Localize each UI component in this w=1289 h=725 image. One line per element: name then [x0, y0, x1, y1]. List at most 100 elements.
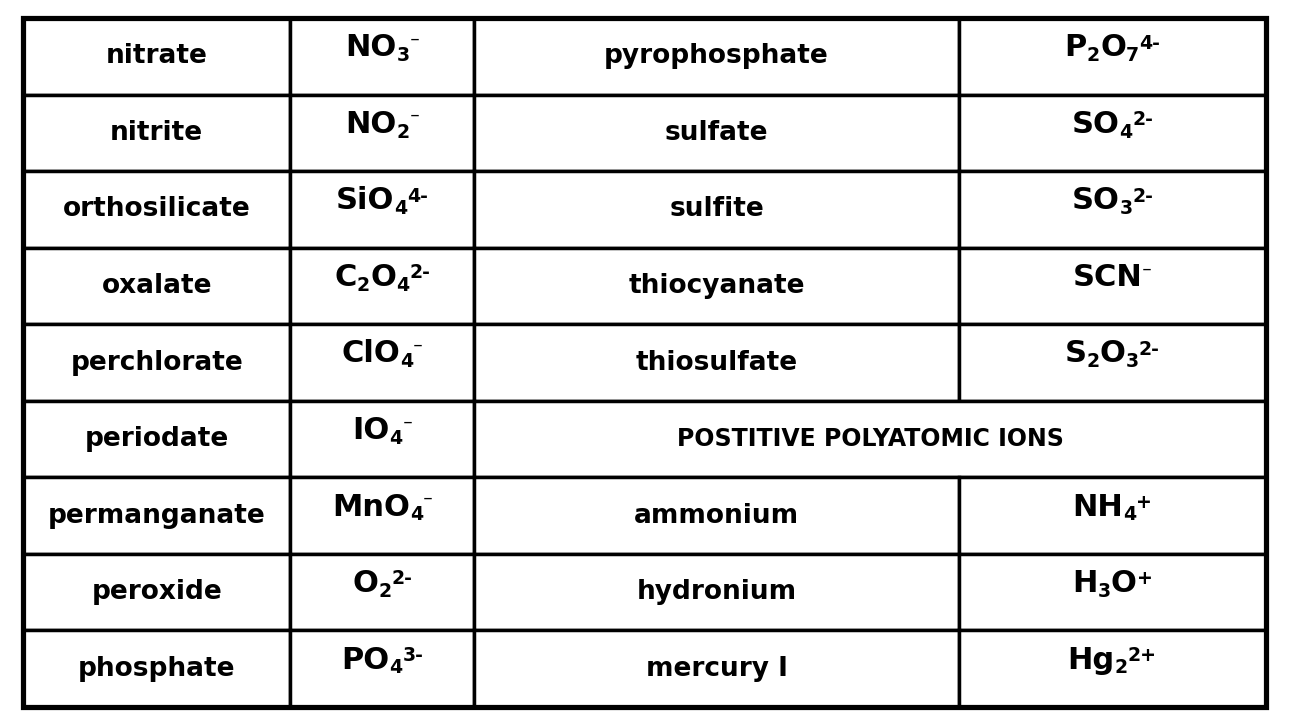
Text: ⁻: ⁻ — [402, 416, 412, 435]
Bar — [474, 18, 959, 95]
Text: PO: PO — [342, 645, 389, 674]
Text: peroxide: peroxide — [92, 579, 222, 605]
Text: 2+: 2+ — [1128, 646, 1158, 665]
Text: 4: 4 — [1119, 123, 1133, 141]
Bar — [959, 630, 1266, 707]
Text: nitrite: nitrite — [111, 120, 204, 146]
Text: ⁻: ⁻ — [423, 493, 433, 512]
Text: ⁻: ⁻ — [410, 110, 419, 129]
Text: 2: 2 — [397, 123, 410, 141]
Bar — [474, 554, 959, 630]
Bar — [23, 171, 290, 248]
Text: ⁻: ⁻ — [410, 33, 419, 53]
Text: 4-: 4- — [407, 187, 428, 206]
Text: 3: 3 — [1125, 352, 1139, 371]
Text: 4: 4 — [389, 658, 402, 677]
Bar — [23, 630, 290, 707]
Bar — [474, 95, 959, 171]
Text: 2-: 2- — [1133, 110, 1154, 129]
Text: 2-: 2- — [409, 263, 431, 282]
Text: S: S — [1065, 339, 1087, 368]
Text: SCN: SCN — [1072, 263, 1142, 292]
Text: MnO: MnO — [331, 492, 410, 521]
Bar — [290, 95, 474, 171]
Text: 2: 2 — [1087, 46, 1100, 65]
Text: NH: NH — [1072, 492, 1123, 521]
Text: 3: 3 — [397, 46, 410, 65]
Text: 7: 7 — [1127, 46, 1139, 65]
Bar — [23, 95, 290, 171]
Text: mercury I: mercury I — [646, 655, 788, 681]
Text: ⁻: ⁻ — [414, 340, 423, 359]
Text: O: O — [1100, 339, 1125, 368]
Bar — [959, 18, 1266, 95]
Bar — [290, 248, 474, 324]
Bar — [290, 554, 474, 630]
Text: ClO: ClO — [342, 339, 400, 368]
Text: O: O — [352, 569, 378, 598]
Bar — [959, 554, 1266, 630]
Bar — [23, 477, 290, 554]
Bar — [959, 171, 1266, 248]
Text: 2: 2 — [1087, 352, 1100, 371]
Text: 2-: 2- — [1139, 340, 1160, 359]
Bar — [23, 554, 290, 630]
Bar — [290, 401, 474, 477]
Text: O: O — [1100, 33, 1127, 62]
Text: NO: NO — [345, 110, 397, 139]
Text: P: P — [1065, 33, 1087, 62]
Text: ammonium: ammonium — [634, 502, 799, 529]
Bar — [959, 95, 1266, 171]
Text: O: O — [370, 263, 396, 292]
Text: H: H — [1072, 569, 1098, 598]
Text: 3-: 3- — [402, 646, 423, 665]
Text: 4: 4 — [396, 276, 409, 295]
Bar — [474, 171, 959, 248]
Text: ⁻: ⁻ — [1142, 263, 1152, 282]
Text: 4-: 4- — [1139, 33, 1160, 53]
Text: NO: NO — [345, 33, 397, 62]
Text: 2: 2 — [1115, 658, 1128, 677]
Text: IO: IO — [352, 416, 389, 445]
Bar — [959, 324, 1266, 401]
Bar — [474, 477, 959, 554]
Text: 4: 4 — [394, 199, 407, 218]
Bar — [23, 401, 290, 477]
Text: pyrophosphate: pyrophosphate — [605, 44, 829, 70]
Text: sulfite: sulfite — [669, 196, 764, 223]
Text: thiosulfate: thiosulfate — [635, 349, 798, 376]
Bar — [23, 324, 290, 401]
Bar — [23, 248, 290, 324]
Text: 2-: 2- — [392, 569, 412, 589]
Text: 2: 2 — [378, 582, 392, 601]
Text: phosphate: phosphate — [79, 655, 236, 681]
Text: thiocyanate: thiocyanate — [628, 273, 804, 299]
Bar — [290, 630, 474, 707]
Bar — [959, 477, 1266, 554]
Bar — [290, 477, 474, 554]
Bar — [23, 18, 290, 95]
Bar — [474, 324, 959, 401]
Text: 4: 4 — [400, 352, 414, 371]
Text: nitrate: nitrate — [106, 44, 208, 70]
Text: perchlorate: perchlorate — [71, 349, 244, 376]
Text: C: C — [335, 263, 357, 292]
Text: 3: 3 — [1098, 582, 1111, 601]
Text: 4: 4 — [1123, 505, 1137, 524]
Text: orthosilicate: orthosilicate — [63, 196, 250, 223]
Text: +: + — [1137, 493, 1152, 512]
Text: hydronium: hydronium — [637, 579, 797, 605]
Text: 3: 3 — [1119, 199, 1133, 218]
Text: O: O — [1111, 569, 1137, 598]
Text: POSTITIVE POLYATOMIC IONS: POSTITIVE POLYATOMIC IONS — [677, 427, 1063, 451]
Text: Hg: Hg — [1067, 645, 1115, 674]
Bar — [290, 324, 474, 401]
Text: 2: 2 — [357, 276, 370, 295]
Text: 2-: 2- — [1133, 187, 1154, 206]
Bar — [290, 18, 474, 95]
Bar — [474, 248, 959, 324]
Text: sulfate: sulfate — [665, 120, 768, 146]
Text: SO: SO — [1071, 110, 1119, 139]
Bar — [474, 630, 959, 707]
Text: oxalate: oxalate — [102, 273, 211, 299]
